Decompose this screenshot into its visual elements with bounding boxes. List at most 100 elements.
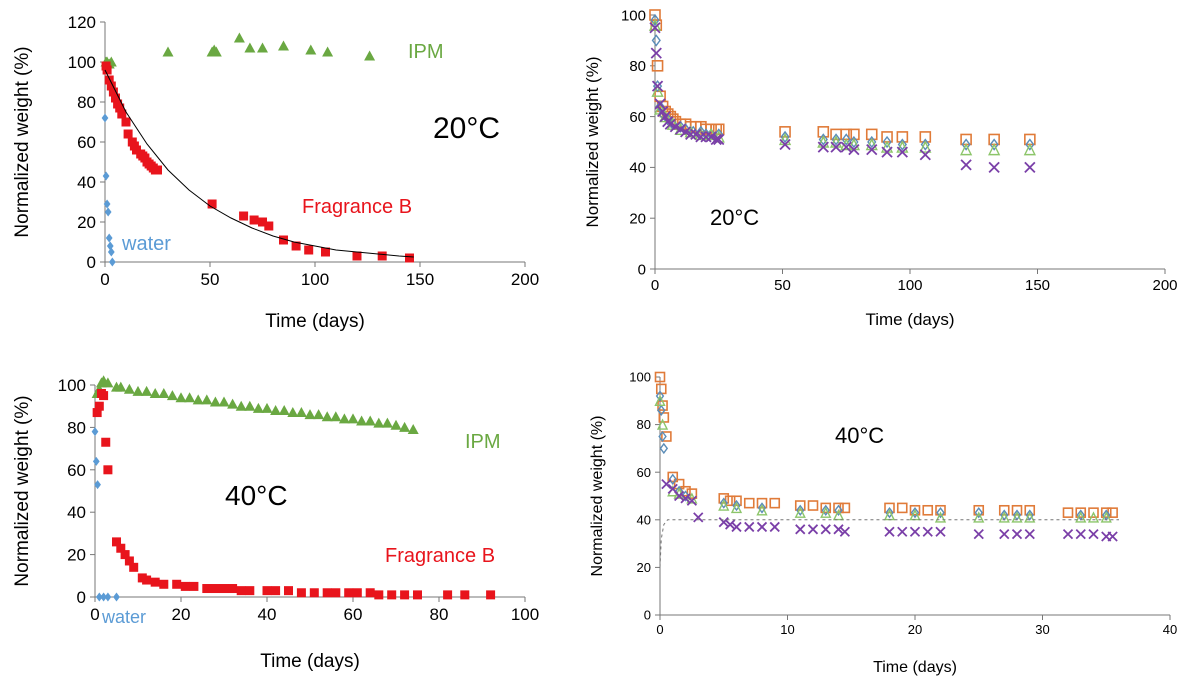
data-point [364, 415, 376, 426]
data-point [235, 400, 247, 411]
annotation-temp: 40°C [835, 423, 884, 448]
data-point [305, 44, 317, 55]
annotation-ipm: IPM [465, 431, 501, 453]
y-tick-label: 20 [77, 213, 96, 232]
data-point [920, 138, 930, 151]
data-point [649, 22, 661, 34]
annotation-water: water [101, 607, 146, 627]
data-point [172, 579, 182, 589]
data-point [322, 588, 332, 598]
data-point [105, 233, 113, 243]
data-point [866, 143, 878, 156]
data-point [108, 87, 118, 97]
x-tick-label: 100 [511, 605, 539, 624]
data-point [142, 575, 152, 585]
data-point [313, 409, 325, 420]
data-point [95, 592, 103, 602]
x-tick-label: 200 [1152, 277, 1177, 294]
data-point [718, 499, 730, 511]
data-point [123, 129, 133, 139]
data-point [141, 385, 153, 396]
data-point [756, 521, 768, 533]
data-point [210, 584, 220, 594]
data-point [94, 401, 104, 411]
data-point [685, 128, 697, 141]
y-tick-label: 60 [77, 133, 96, 152]
data-point [150, 577, 160, 587]
data-point [116, 543, 126, 553]
x-tick-label: 40 [258, 605, 277, 624]
chart-20c-multi-series: 0 50 100 150 200 0 20 40 60 80 100 Time (days) Norma… [583, 7, 1178, 329]
data-point [121, 117, 131, 127]
data-point [867, 135, 877, 149]
data-point [659, 110, 672, 123]
data-point [321, 411, 333, 422]
data-point [486, 590, 496, 600]
data-point [291, 241, 301, 251]
data-point [848, 143, 860, 156]
data-point [731, 495, 742, 507]
annotation-fragrance: Fragrance B [385, 545, 495, 567]
data-point [680, 493, 691, 504]
annotation-temp: 20°C [710, 205, 759, 230]
x-tick-label: 0 [90, 605, 99, 624]
data-point [693, 512, 704, 523]
data-point [132, 385, 144, 396]
data-point [244, 400, 256, 411]
data-point [841, 133, 851, 146]
data-point [839, 526, 851, 537]
data-point [713, 133, 725, 146]
y-tick-label: 40 [77, 173, 96, 192]
data-point [651, 84, 664, 97]
data-point [129, 562, 139, 572]
data-point [882, 135, 892, 149]
data-point [896, 502, 908, 514]
chart-panel-top-right: 0 50 100 150 200 0 20 40 60 80 100 Time (days) Norma… [580, 0, 1190, 335]
data-point [881, 146, 893, 158]
data-point [117, 109, 127, 119]
chart-40c-multi-series: 0 10 20 30 40 0 20 40 60 80 100 Time (days) Normaliz… [589, 370, 1177, 676]
data-point [651, 59, 664, 72]
data-point [973, 504, 985, 516]
x-tick-label: 150 [406, 270, 434, 289]
x-tick-label: 100 [301, 270, 329, 289]
data-point [796, 504, 805, 516]
data-point [1011, 504, 1023, 516]
data-point [654, 98, 666, 110]
data-point [271, 586, 281, 596]
data-point [99, 391, 109, 401]
data-point [92, 408, 102, 418]
data-point [258, 217, 267, 227]
data-point [756, 497, 768, 509]
y-axis-label: Normalized weight (%) [12, 46, 33, 237]
data-point [961, 138, 971, 151]
data-point [279, 235, 288, 245]
chart-panel-bottom-right: 0 10 20 30 40 0 20 40 60 80 100 Time (days) Normaliz… [580, 345, 1190, 682]
data-point [936, 506, 945, 519]
data-point [719, 497, 728, 509]
data-point [175, 392, 187, 403]
data-point [820, 502, 832, 514]
data-point [885, 506, 894, 519]
data-point [124, 556, 134, 566]
data-point [189, 581, 199, 591]
chart-40c-fragrance-ipm-water: 0 20 40 60 80 100 0 20 40 60 80 100 Time (days) Norma… [12, 375, 539, 672]
data-point [732, 499, 741, 512]
data-point [680, 485, 691, 497]
data-point [104, 592, 112, 602]
data-point [1107, 531, 1118, 542]
data-point [757, 502, 767, 514]
y-tick-label: 40 [637, 512, 651, 527]
data-point [374, 590, 384, 600]
y-tick-label: 80 [67, 418, 86, 437]
data-point [228, 584, 238, 594]
data-point [278, 404, 290, 415]
y-tick-label: 20 [67, 546, 86, 565]
x-tick-label: 20 [908, 622, 922, 637]
y-tick-label: 0 [638, 261, 646, 278]
data-point [284, 586, 293, 596]
y-axis-label: Normalized weight (%) [583, 57, 602, 228]
data-point [655, 390, 665, 402]
data-point [162, 46, 174, 57]
data-point [356, 415, 368, 426]
